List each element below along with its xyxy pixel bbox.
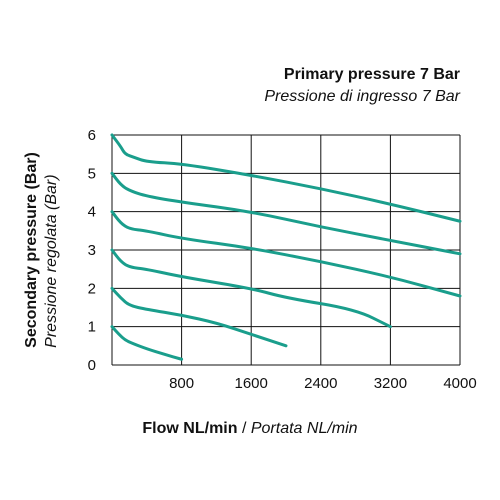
series-line-1	[110, 325, 184, 361]
x-tick-label: 4000	[443, 375, 476, 392]
tick-labels: 0 1 2 3 4 5 6 800 1600 2400 3200 4000	[88, 127, 477, 392]
chart-subtitle: Pressione di ingresso 7 Bar	[264, 88, 460, 105]
chart-title-block: Primary pressure 7 Bar Pressione di ingr…	[264, 64, 460, 108]
y-tick-label: 6	[88, 127, 96, 144]
x-axis-label-block: Flow NL/min / Portata NL/min	[0, 418, 500, 440]
series-line-5	[110, 171, 462, 256]
x-axis-label-sub: Portata NL/min	[250, 420, 358, 437]
x-tick-label: 800	[169, 375, 194, 392]
series-line-3	[110, 248, 392, 329]
x-tick-label: 2400	[304, 375, 337, 392]
x-tick-label: 3200	[374, 375, 407, 392]
grid-lines	[111, 134, 461, 366]
x-axis-label-separator: /	[241, 420, 251, 437]
y-tick-label: 3	[88, 242, 96, 259]
series-line-2	[110, 286, 288, 348]
y-tick-label: 0	[88, 357, 96, 374]
chart-title: Primary pressure 7 Bar	[283, 66, 460, 83]
x-axis-label: Flow NL/min	[142, 420, 238, 437]
y-tick-label: 4	[88, 204, 96, 221]
series-line-6	[110, 133, 462, 223]
y-tick-label: 1	[88, 319, 96, 336]
x-tick-label: 1600	[235, 375, 268, 392]
series-layer	[110, 133, 462, 361]
y-tick-label: 2	[88, 280, 96, 297]
series-line-4	[110, 210, 462, 298]
y-tick-label: 5	[88, 165, 96, 182]
